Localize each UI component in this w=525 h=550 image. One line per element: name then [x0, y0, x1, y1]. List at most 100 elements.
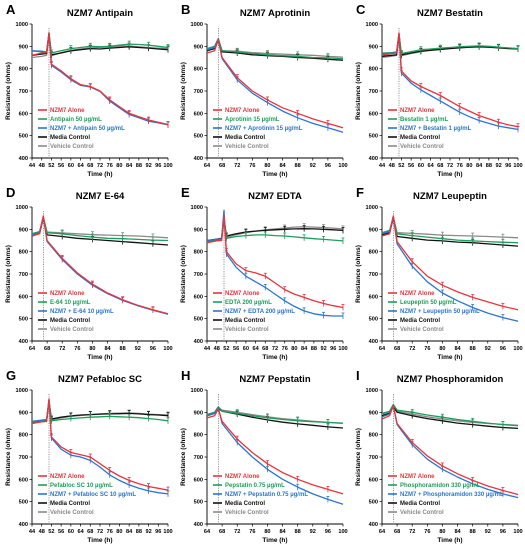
- x-axis-title: Time (h): [87, 171, 112, 178]
- y-axis-title: Resistance (ohms): [5, 428, 12, 486]
- x-tick-label: 72: [409, 346, 415, 352]
- x-tick-label: 44: [29, 529, 36, 535]
- x-tick-label: 64: [379, 529, 386, 535]
- y-tick-label: 700: [194, 272, 203, 278]
- series-line: [206, 408, 344, 495]
- x-tick-label: 76: [424, 529, 430, 535]
- legend-entry: NZM7 + Phosphoramidon 330 µg/mL: [400, 492, 504, 498]
- y-axis-title: Resistance (ohms): [180, 428, 187, 486]
- x-tick-label: 80: [439, 346, 445, 352]
- y-tick-label: 900: [369, 227, 378, 233]
- x-tick-label: 60: [68, 163, 74, 169]
- legend-entry: Vehicle Control: [225, 510, 269, 516]
- x-tick-label: 88: [486, 163, 492, 169]
- y-tick-label: 1000: [16, 388, 28, 394]
- series-line: [381, 216, 519, 244]
- y-tick-label: 500: [369, 500, 378, 506]
- y-tick-label: 500: [194, 134, 203, 140]
- panel-title: NZM7 Bestatin: [417, 8, 483, 19]
- y-tick-label: 600: [369, 111, 378, 117]
- x-tick-label: 60: [243, 346, 249, 352]
- x-tick-label: 84: [279, 163, 286, 169]
- series-line: [381, 215, 519, 311]
- x-tick-label: 68: [87, 529, 93, 535]
- y-tick-label: 700: [19, 272, 28, 278]
- x-tick-label: 96: [150, 346, 156, 352]
- y-tick-label: 1000: [366, 22, 378, 28]
- y-tick-label: 1000: [191, 205, 203, 211]
- x-tick-label: 44: [379, 163, 386, 169]
- x-tick-label: 68: [394, 529, 400, 535]
- y-tick-label: 900: [194, 227, 203, 233]
- x-tick-label: 68: [87, 163, 93, 169]
- legend-entry: Bestatin 1 µg/mL: [400, 117, 448, 123]
- panel-i: I NZM7 Phosphoramidon 400 500 600 700 800 900 10…: [355, 368, 523, 544]
- x-tick-label: 100: [338, 163, 347, 169]
- y-tick-label: 600: [194, 294, 203, 300]
- x-tick-label: 100: [513, 346, 522, 352]
- y-tick-label: 900: [19, 227, 28, 233]
- panel-b: B NZM7 Aprotinin 400 500 600 700 800 900 1000 64 6…: [180, 2, 348, 178]
- y-axis-title: Resistance (ohms): [355, 62, 362, 120]
- series-line: [31, 215, 169, 315]
- y-axis-title: Resistance (ohms): [355, 245, 362, 303]
- panel-h: H NZM7 Pepstatin 400 500 600 700 800 900 1000 64 6…: [180, 368, 348, 544]
- y-tick-label: 500: [194, 500, 203, 506]
- x-tick-label: 72: [272, 346, 278, 352]
- panel-letter: H: [181, 368, 190, 383]
- y-tick-label: 400: [19, 156, 28, 162]
- x-tick-label: 52: [48, 529, 54, 535]
- panel-title: NZM7 Antipain: [67, 8, 133, 19]
- legend-entry: NZM7 Alone: [400, 108, 435, 114]
- y-tick-label: 800: [19, 67, 28, 73]
- legend-entry: Media Control: [400, 501, 440, 507]
- x-tick-label: 100: [513, 529, 522, 535]
- x-tick-label: 56: [58, 163, 64, 169]
- x-tick-label: 44: [204, 346, 211, 352]
- x-tick-label: 68: [219, 529, 225, 535]
- x-tick-label: 92: [145, 529, 151, 535]
- series-line: [381, 404, 519, 496]
- x-tick-label: 48: [214, 346, 220, 352]
- y-tick-label: 800: [194, 250, 203, 256]
- y-tick-label: 700: [19, 455, 28, 461]
- y-tick-label: 600: [369, 477, 378, 483]
- x-tick-label: 56: [58, 529, 64, 535]
- x-tick-label: 80: [116, 529, 122, 535]
- x-tick-label: 60: [68, 529, 74, 535]
- x-tick-label: 96: [505, 163, 511, 169]
- panel-letter: F: [356, 185, 364, 200]
- x-tick-label: 88: [470, 529, 476, 535]
- x-axis-title: Time (h): [262, 354, 287, 361]
- legend-entry: Vehicle Control: [50, 144, 94, 150]
- panel-title: NZM7 Pefabloc SC: [58, 374, 142, 385]
- legend-entry: Vehicle Control: [50, 510, 94, 516]
- x-tick-label: 100: [513, 163, 522, 169]
- legend-entry: NZM7 Alone: [225, 291, 260, 297]
- x-tick-label: 84: [476, 163, 483, 169]
- x-tick-label: 92: [320, 346, 326, 352]
- panel-d: D NZM7 E-64 400 500 600 700 800 900 1000 64 68 72 76…: [5, 185, 173, 361]
- legend-entry: Media Control: [50, 501, 90, 507]
- x-tick-label: 96: [155, 529, 161, 535]
- legend-entry: NZM7 + Pepstatin 0.75 µg/mL: [225, 492, 308, 498]
- y-tick-label: 500: [369, 317, 378, 323]
- y-tick-label: 700: [369, 89, 378, 95]
- y-tick-label: 800: [194, 433, 203, 439]
- panel-letter: B: [181, 2, 190, 17]
- x-tick-label: 100: [163, 163, 172, 169]
- x-tick-label: 80: [439, 529, 445, 535]
- series-line: [381, 406, 519, 430]
- y-tick-label: 500: [369, 134, 378, 140]
- y-tick-label: 600: [369, 294, 378, 300]
- legend-entry: NZM7 Alone: [400, 291, 435, 297]
- x-tick-label: 56: [233, 346, 239, 352]
- x-tick-label: 48: [39, 163, 45, 169]
- y-tick-label: 400: [369, 156, 378, 162]
- x-tick-label: 100: [163, 346, 172, 352]
- x-axis-title: Time (h): [262, 171, 287, 178]
- x-tick-label: 84: [104, 346, 111, 352]
- x-tick-label: 76: [107, 163, 113, 169]
- x-tick-label: 60: [418, 163, 424, 169]
